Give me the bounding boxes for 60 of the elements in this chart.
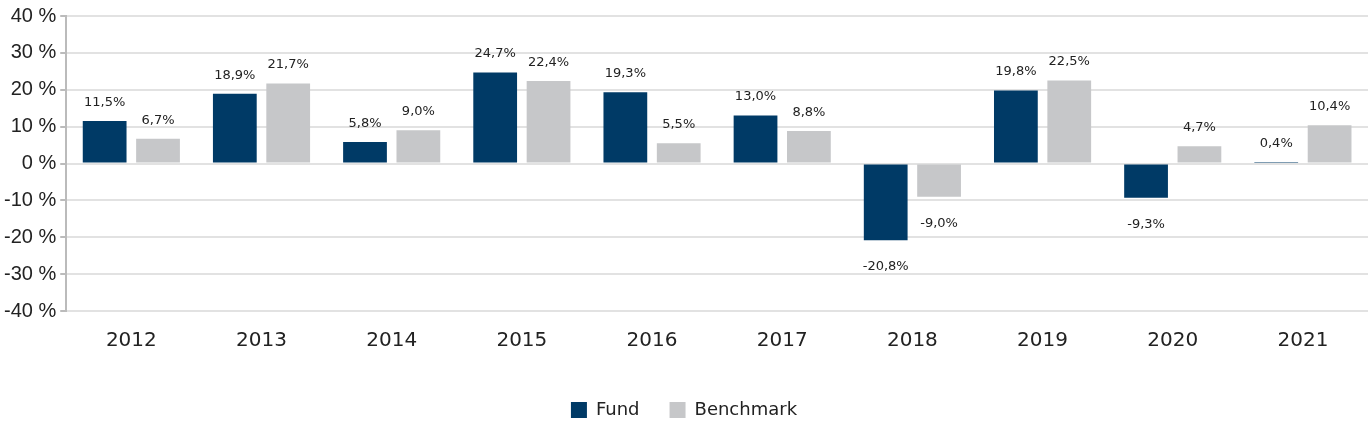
bar <box>993 90 1038 163</box>
data-label: 22,5% <box>1048 53 1090 69</box>
x-tick-label: 2021 <box>1277 327 1329 352</box>
y-tick-label: 0 % <box>21 151 57 174</box>
legend-label: Benchmark <box>694 397 798 419</box>
y-tick-label: 40 % <box>10 3 57 26</box>
y-tick-label: 20 % <box>10 77 57 100</box>
data-label: 5,5% <box>662 116 696 132</box>
bar <box>863 164 908 241</box>
x-tick-label: 2015 <box>496 327 548 352</box>
bar <box>473 72 518 163</box>
data-label: 0,4% <box>1259 134 1293 150</box>
data-label: 22,4% <box>527 53 570 69</box>
y-tick-label: -10 % <box>4 187 57 210</box>
x-tick-label: 2019 <box>1017 327 1069 352</box>
data-label: 19,3% <box>604 65 647 81</box>
x-tick-label: 2016 <box>626 327 678 352</box>
bar <box>396 130 441 163</box>
x-tick-label: 2018 <box>886 327 938 352</box>
y-tick-label: -20 % <box>4 224 57 247</box>
bar <box>1177 146 1222 163</box>
x-tick-label: 2017 <box>756 327 808 352</box>
data-label: 24,7% <box>474 45 516 61</box>
data-label: 13,0% <box>734 88 777 104</box>
bar <box>136 138 180 163</box>
bar <box>212 93 257 163</box>
y-tick-label: 30 % <box>10 40 57 63</box>
data-label: 18,9% <box>214 66 256 82</box>
data-label: -20,8% <box>862 258 909 274</box>
data-label: 19,8% <box>995 63 1037 79</box>
data-label: 9,0% <box>401 103 435 119</box>
data-label: 8,8% <box>792 103 826 119</box>
bar <box>266 83 311 163</box>
bar <box>1047 80 1092 163</box>
legend-label: Fund <box>595 397 640 419</box>
bar <box>343 142 387 163</box>
data-label: -9,3% <box>1127 215 1165 231</box>
x-tick-label: 2020 <box>1147 327 1199 352</box>
y-tick-label: 10 % <box>10 114 57 137</box>
data-label: -9,0% <box>920 214 958 230</box>
bar <box>656 143 701 163</box>
data-label: 4,7% <box>1182 119 1216 135</box>
x-tick-label: 2012 <box>105 327 157 352</box>
data-label: 11,5% <box>83 93 126 109</box>
bar <box>1124 164 1168 198</box>
bar <box>82 121 127 163</box>
bar <box>733 115 778 163</box>
bar <box>526 80 571 163</box>
y-tick-label: -40 % <box>4 298 57 321</box>
bar <box>917 164 961 197</box>
data-label: 21,7% <box>267 56 309 72</box>
bar <box>603 92 648 163</box>
data-label: 10,4% <box>1308 98 1351 114</box>
data-label: 6,7% <box>141 111 175 127</box>
x-tick-label: 2014 <box>366 327 418 352</box>
data-label: 5,8% <box>348 114 382 130</box>
x-tick-label: 2013 <box>236 327 287 352</box>
bar <box>787 131 831 163</box>
y-tick-label: -30 % <box>4 261 57 284</box>
bar <box>1307 125 1352 163</box>
